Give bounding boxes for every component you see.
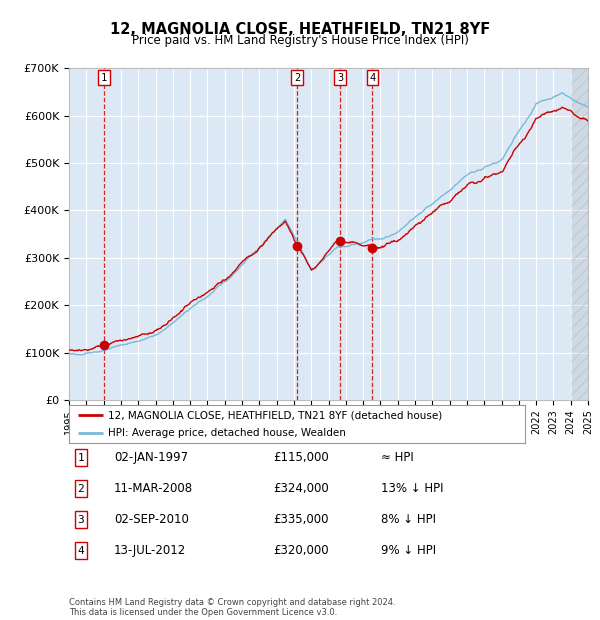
Text: 2: 2 (294, 73, 301, 82)
Text: 3: 3 (77, 515, 85, 525)
Text: £324,000: £324,000 (273, 482, 329, 495)
Text: 11-MAR-2008: 11-MAR-2008 (114, 482, 193, 495)
Bar (571, 68, 588, 400)
Text: Price paid vs. HM Land Registry's House Price Index (HPI): Price paid vs. HM Land Registry's House … (131, 34, 469, 47)
Text: £335,000: £335,000 (273, 513, 329, 526)
Text: 3: 3 (337, 73, 343, 82)
Text: 13% ↓ HPI: 13% ↓ HPI (381, 482, 443, 495)
Text: 2: 2 (77, 484, 85, 494)
Text: 4: 4 (369, 73, 376, 82)
Text: 02-SEP-2010: 02-SEP-2010 (114, 513, 189, 526)
Text: £320,000: £320,000 (273, 544, 329, 557)
Text: ≈ HPI: ≈ HPI (381, 451, 414, 464)
Text: HPI: Average price, detached house, Wealden: HPI: Average price, detached house, Weal… (108, 428, 346, 438)
Text: £115,000: £115,000 (273, 451, 329, 464)
Text: 8% ↓ HPI: 8% ↓ HPI (381, 513, 436, 526)
Text: 12, MAGNOLIA CLOSE, HEATHFIELD, TN21 8YF (detached house): 12, MAGNOLIA CLOSE, HEATHFIELD, TN21 8YF… (108, 410, 442, 420)
Text: 02-JAN-1997: 02-JAN-1997 (114, 451, 188, 464)
Text: 12, MAGNOLIA CLOSE, HEATHFIELD, TN21 8YF: 12, MAGNOLIA CLOSE, HEATHFIELD, TN21 8YF (110, 22, 490, 37)
Text: 1: 1 (101, 73, 107, 82)
Text: This data is licensed under the Open Government Licence v3.0.: This data is licensed under the Open Gov… (69, 608, 337, 617)
Text: 4: 4 (77, 546, 85, 556)
Text: 9% ↓ HPI: 9% ↓ HPI (381, 544, 436, 557)
Text: Contains HM Land Registry data © Crown copyright and database right 2024.: Contains HM Land Registry data © Crown c… (69, 598, 395, 607)
Text: 13-JUL-2012: 13-JUL-2012 (114, 544, 186, 557)
Text: 1: 1 (77, 453, 85, 463)
